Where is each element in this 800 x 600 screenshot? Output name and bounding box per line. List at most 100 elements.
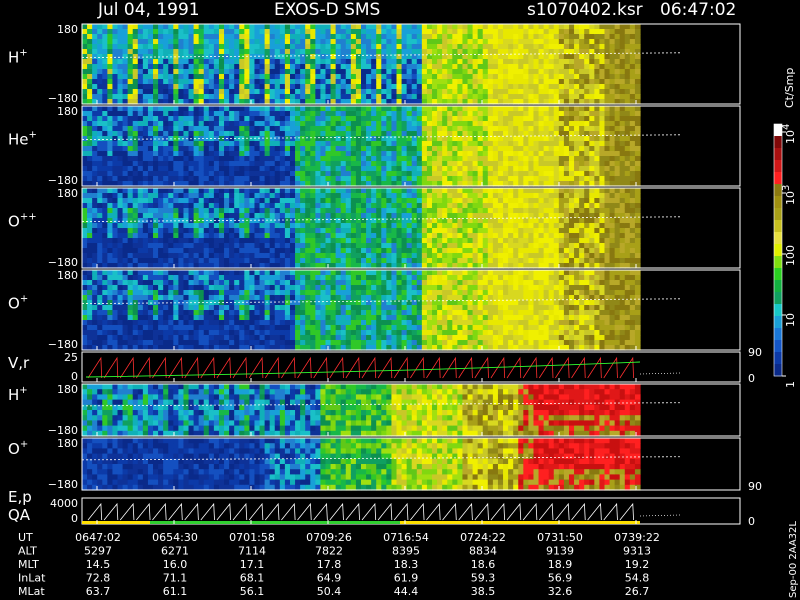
heat-cell [467, 74, 474, 80]
heat-cell [528, 198, 535, 204]
heat-cell [594, 156, 601, 162]
heat-cell [421, 84, 428, 90]
heat-cell [224, 213, 230, 219]
heat-cell [508, 49, 514, 55]
heat-cell [558, 166, 565, 172]
heat-cell [153, 39, 159, 45]
heat-cell [533, 218, 540, 224]
heat-cell [229, 126, 235, 132]
heat-cell [634, 161, 641, 167]
heat-cell [279, 243, 286, 249]
heat-cell [163, 248, 169, 254]
heat-cell [264, 248, 271, 254]
heat-cell [492, 49, 499, 55]
heat-cell [168, 59, 174, 65]
heat-cell [508, 161, 514, 167]
heat-cell [487, 203, 494, 209]
heat-cell [137, 243, 144, 249]
heat-cell [508, 248, 514, 254]
heat-cell [193, 34, 200, 40]
heat-cell [330, 121, 337, 127]
heat-cell [153, 176, 159, 182]
heat-cell [487, 29, 494, 35]
heat-cell [406, 116, 413, 122]
heat-cell [244, 89, 250, 95]
heat-cell [492, 121, 499, 127]
heat-cell [203, 213, 210, 219]
heat-cell [315, 166, 322, 172]
heat-cell [163, 94, 169, 100]
heat-cell [452, 44, 458, 50]
heat-cell [584, 69, 590, 75]
heat-cell [406, 106, 413, 112]
heat-cell [112, 218, 119, 224]
heat-cell [528, 193, 535, 199]
heat-cell [183, 121, 190, 127]
heat-cell [274, 126, 281, 132]
heat-cell [183, 203, 190, 209]
heat-cell [112, 198, 119, 204]
heat-cell [487, 121, 494, 127]
heat-cell [127, 34, 134, 40]
heat-cell [320, 166, 327, 172]
heat-cell [523, 233, 529, 239]
heat-cell [366, 34, 372, 40]
heat-cell [386, 253, 393, 259]
heat-cell [508, 146, 514, 152]
heat-cell [183, 131, 190, 137]
heat-cell [553, 131, 560, 137]
heat-cell [528, 126, 535, 132]
heat-cell [634, 166, 641, 172]
heat-cell [274, 74, 281, 80]
heat-cell [396, 258, 403, 264]
heat-cell [619, 89, 626, 95]
heat-cell [87, 193, 93, 199]
heat-cell [401, 243, 408, 249]
heat-cell [447, 49, 453, 55]
heat-cell [234, 171, 240, 177]
heat-cell [122, 74, 129, 80]
heat-cell [421, 131, 428, 137]
heat-cell [330, 64, 337, 70]
heat-cell [523, 208, 529, 214]
heat-cell [432, 243, 438, 249]
heat-cell [482, 248, 489, 254]
heat-cell [477, 233, 484, 239]
heat-cell [279, 228, 286, 234]
heat-cell [523, 181, 529, 187]
heat-cell [264, 188, 271, 194]
heat-cell [340, 248, 347, 254]
heat-cell [503, 34, 509, 40]
heat-cell [594, 136, 601, 142]
heat-cell [163, 171, 169, 177]
heat-cell [107, 198, 114, 204]
heat-cell [396, 171, 403, 177]
heat-cell [127, 228, 134, 234]
heat-cell [437, 258, 443, 264]
heat-cell [406, 131, 413, 137]
heat-cell [487, 59, 494, 65]
heat-cell [345, 208, 352, 214]
heat-cell [366, 223, 372, 229]
heat-cell [203, 193, 210, 199]
heat-cell [229, 228, 235, 234]
heat-cell [579, 116, 585, 122]
heat-cell [310, 106, 316, 112]
heat-cell [376, 151, 382, 157]
heat-cell [523, 99, 529, 105]
y-tick-max: 180 [57, 23, 78, 36]
heat-cell [127, 24, 134, 30]
heat-cell [183, 69, 190, 75]
heat-cell [254, 121, 261, 127]
heat-cell [574, 136, 580, 142]
heat-cell [355, 238, 362, 244]
heat-cell [366, 141, 372, 147]
heat-cell [249, 176, 256, 182]
heat-cell [574, 161, 580, 167]
heat-cell [396, 79, 403, 85]
heat-cell [371, 156, 377, 162]
heat-cell [487, 126, 494, 132]
heat-cell [482, 141, 489, 147]
heat-cell [401, 116, 408, 122]
heat-cell [503, 84, 509, 90]
